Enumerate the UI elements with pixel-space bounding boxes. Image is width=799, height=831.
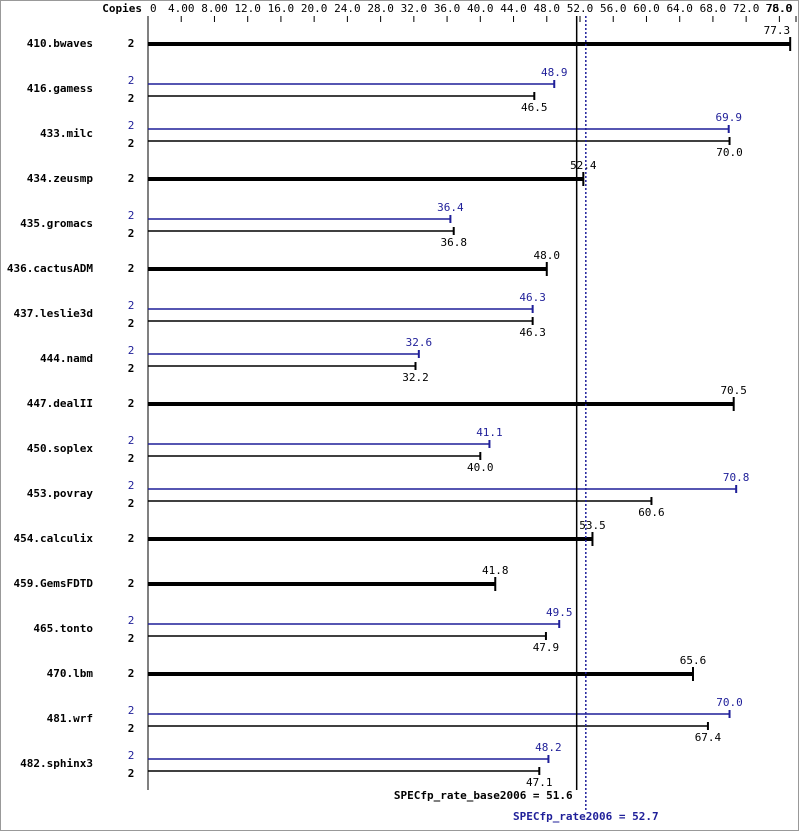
copies-label: 2 (128, 532, 135, 545)
value-label: 46.3 (519, 326, 546, 339)
x-tick-label: 48.0 (534, 2, 561, 15)
copies-label: 2 (128, 632, 135, 645)
x-tick-label: 0 (150, 2, 157, 15)
x-tick-label: 20.0 (301, 2, 328, 15)
x-tick-label: 24.0 (334, 2, 361, 15)
copies-label: 2 (128, 37, 135, 50)
copies-label: 2 (128, 227, 135, 240)
value-label: 32.6 (406, 336, 433, 349)
copies-label: 2 (128, 614, 135, 627)
reference-label: SPECfp_rate_base2006 = 51.6 (394, 789, 573, 802)
copies-label: 2 (128, 397, 135, 410)
copies-label: 2 (128, 767, 135, 780)
x-tick-label: 64.0 (666, 2, 693, 15)
value-label: 36.4 (437, 201, 464, 214)
reference-label: SPECfp_rate2006 = 52.7 (513, 810, 659, 823)
copies-label: 2 (128, 137, 135, 150)
copies-label: 2 (128, 667, 135, 680)
copies-label: 2 (128, 172, 135, 185)
value-label: 77.3 (764, 24, 791, 37)
x-tick-label: 78.0 (766, 2, 793, 15)
x-tick-label: 40.0 (467, 2, 494, 15)
value-label: 49.5 (546, 606, 573, 619)
value-label: 40.0 (467, 461, 494, 474)
value-label: 41.1 (476, 426, 503, 439)
category-label: 444.namd (40, 352, 93, 365)
x-tick-label: 76.0 (766, 2, 793, 15)
value-label: 48.0 (534, 249, 561, 262)
category-label: 459.GemsFDTD (14, 577, 94, 590)
category-label: 447.dealII (27, 397, 93, 410)
category-label: 482.sphinx3 (20, 757, 93, 770)
value-label: 48.9 (541, 66, 568, 79)
value-label: 60.6 (638, 506, 665, 519)
value-label: 69.9 (715, 111, 742, 124)
axis-label: Copies (102, 2, 142, 15)
copies-label: 2 (128, 479, 135, 492)
category-label: 470.lbm (47, 667, 94, 680)
copies-label: 2 (128, 577, 135, 590)
value-label: 65.6 (680, 654, 707, 667)
copies-label: 2 (128, 497, 135, 510)
copies-label: 2 (128, 722, 135, 735)
x-tick-label: 8.00 (201, 2, 228, 15)
category-label: 433.milc (40, 127, 93, 140)
value-label: 48.2 (535, 741, 562, 754)
x-tick-label: 60.0 (633, 2, 660, 15)
x-tick-label: 52.0 (567, 2, 594, 15)
category-label: 481.wrf (47, 712, 93, 725)
copies-label: 2 (128, 452, 135, 465)
value-label: 70.0 (716, 146, 743, 159)
value-label: 32.2 (402, 371, 429, 384)
copies-label: 2 (128, 704, 135, 717)
copies-label: 2 (128, 209, 135, 222)
value-label: 46.3 (519, 291, 546, 304)
category-label: 450.soplex (27, 442, 94, 455)
category-label: 434.zeusmp (27, 172, 94, 185)
copies-label: 2 (128, 92, 135, 105)
value-label: 67.4 (695, 731, 722, 744)
x-tick-label: 44.0 (500, 2, 527, 15)
x-tick-label: 68.0 (700, 2, 727, 15)
category-label: 437.leslie3d (14, 307, 93, 320)
value-label: 70.5 (720, 384, 747, 397)
x-tick-label: 56.0 (600, 2, 627, 15)
x-tick-label: 36.0 (434, 2, 461, 15)
x-tick-label: 28.0 (367, 2, 394, 15)
value-label: 46.5 (521, 101, 548, 114)
x-tick-label: 16.0 (268, 2, 295, 15)
copies-label: 2 (128, 262, 135, 275)
category-label: 436.cactusADM (7, 262, 93, 275)
category-label: 416.gamess (27, 82, 93, 95)
category-label: 435.gromacs (20, 217, 93, 230)
category-label: 453.povray (27, 487, 94, 500)
value-label: 47.9 (533, 641, 560, 654)
category-label: 454.calculix (14, 532, 94, 545)
copies-label: 2 (128, 299, 135, 312)
copies-label: 2 (128, 119, 135, 132)
x-tick-label: 4.00 (168, 2, 195, 15)
copies-label: 2 (128, 317, 135, 330)
copies-label: 2 (128, 434, 135, 447)
x-tick-label: 72.0 (733, 2, 760, 15)
x-tick-label: 32.0 (401, 2, 428, 15)
value-label: 70.0 (716, 696, 743, 709)
x-tick-label: 12.0 (234, 2, 261, 15)
value-label: 52.4 (570, 159, 597, 172)
category-label: 465.tonto (33, 622, 93, 635)
value-label: 36.8 (440, 236, 467, 249)
value-label: 70.8 (723, 471, 750, 484)
copies-label: 2 (128, 749, 135, 762)
copies-label: 2 (128, 362, 135, 375)
value-label: 41.8 (482, 564, 509, 577)
copies-label: 2 (128, 344, 135, 357)
copies-label: 2 (128, 74, 135, 87)
value-label: 53.5 (579, 519, 606, 532)
category-label: 410.bwaves (27, 37, 93, 50)
value-label: 47.1 (526, 776, 553, 789)
